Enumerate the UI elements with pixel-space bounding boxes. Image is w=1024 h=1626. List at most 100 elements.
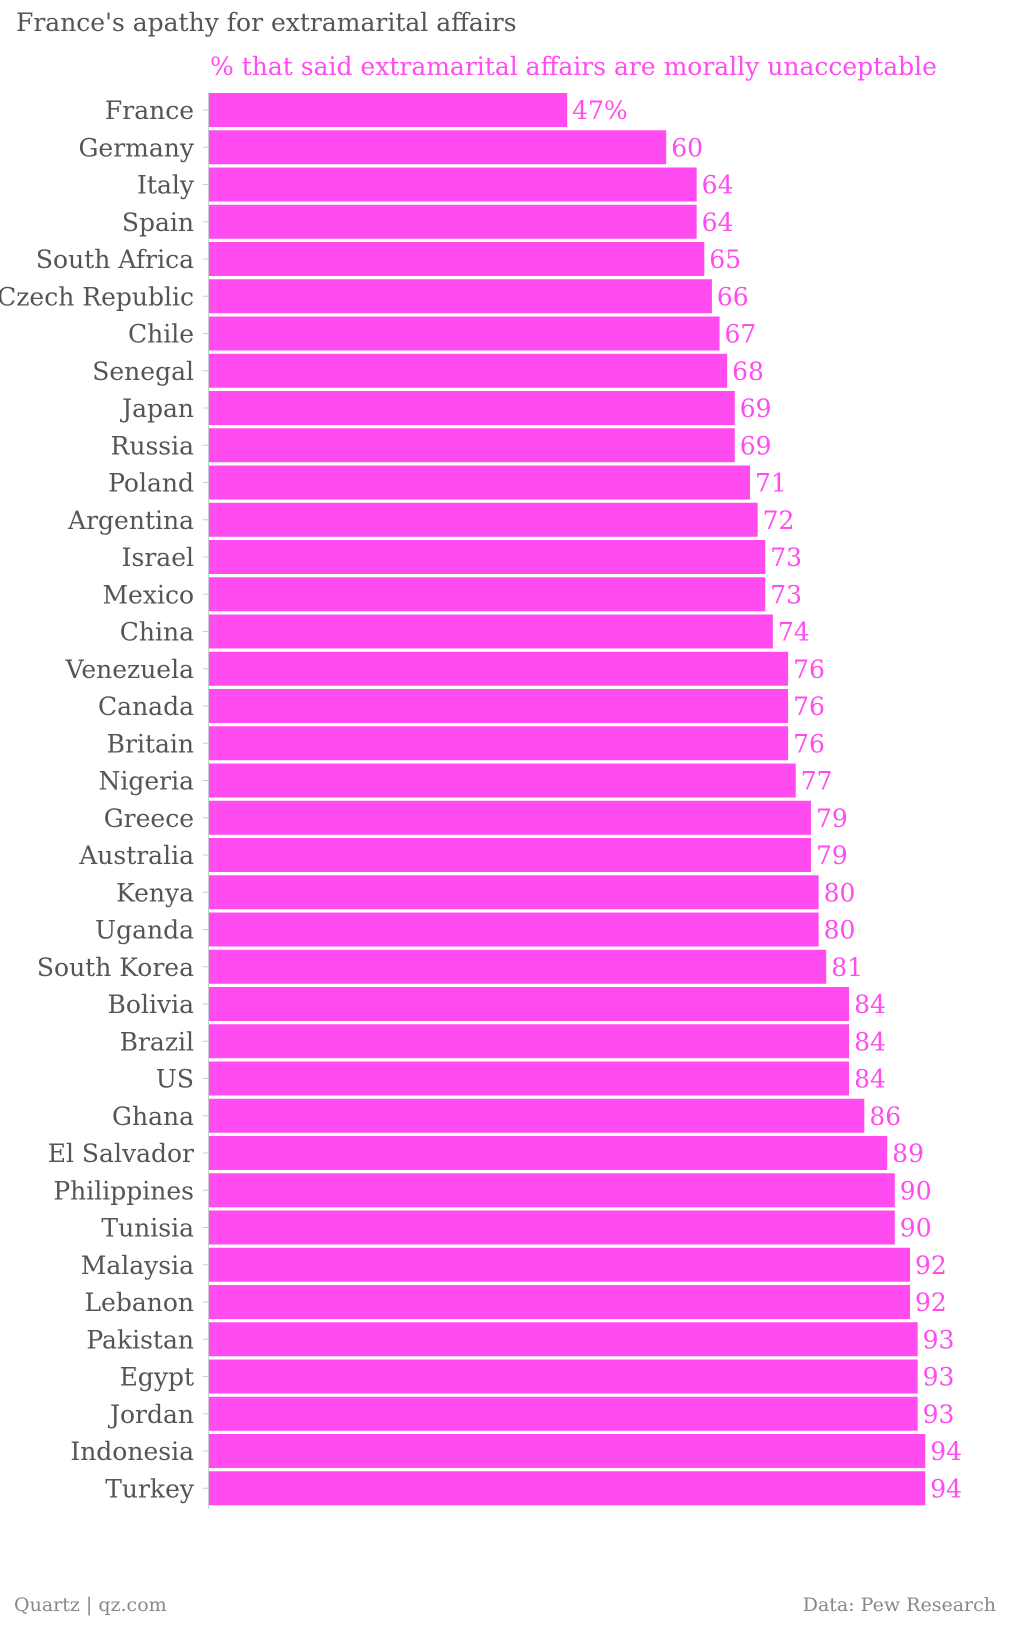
category-label: Turkey xyxy=(105,1474,195,1503)
category-label: El Salvador xyxy=(48,1139,194,1168)
value-label: 80 xyxy=(824,878,856,907)
value-label: 94 xyxy=(930,1474,962,1503)
category-label: Jordan xyxy=(107,1400,194,1429)
bar xyxy=(209,949,827,984)
bar xyxy=(209,1024,850,1059)
value-label: 86 xyxy=(869,1102,901,1131)
category-label: Tunisia xyxy=(101,1214,194,1243)
bar xyxy=(209,353,728,388)
category-label: Kenya xyxy=(116,878,194,907)
category-label: Britain xyxy=(107,729,194,758)
bar xyxy=(209,93,568,127)
category-label: Bolivia xyxy=(108,990,195,1019)
category-label: Malaysia xyxy=(81,1251,194,1280)
category-label: Pakistan xyxy=(86,1325,194,1354)
category-label: Spain xyxy=(122,208,194,237)
bar xyxy=(209,167,697,202)
bar xyxy=(209,1285,911,1319)
category-label: Canada xyxy=(98,692,194,721)
value-label: 93 xyxy=(923,1363,955,1392)
category-label: Philippines xyxy=(53,1176,194,1205)
bar xyxy=(209,614,773,649)
bar xyxy=(209,391,735,425)
bar xyxy=(209,465,751,500)
category-label: Japan xyxy=(119,394,194,423)
value-label: 65 xyxy=(709,245,741,274)
value-label: 69 xyxy=(740,394,772,423)
value-label: 73 xyxy=(770,543,802,572)
bar xyxy=(209,912,819,947)
bar xyxy=(209,1210,895,1245)
bar xyxy=(209,763,796,798)
value-label: 64 xyxy=(702,171,734,200)
value-label: 67 xyxy=(725,320,757,349)
bar xyxy=(209,242,705,276)
value-label: 90 xyxy=(900,1214,932,1243)
value-label: 92 xyxy=(915,1288,947,1317)
value-label: 76 xyxy=(793,692,825,721)
category-label: Senegal xyxy=(92,357,194,386)
bar xyxy=(209,1098,865,1133)
value-label: 92 xyxy=(915,1251,947,1280)
bar xyxy=(209,316,720,351)
bar xyxy=(209,800,811,835)
value-label: 60 xyxy=(671,133,703,162)
bar xyxy=(209,540,766,574)
value-label: 84 xyxy=(854,990,886,1019)
bar xyxy=(209,1471,926,1506)
value-label: 90 xyxy=(900,1176,932,1205)
bar xyxy=(209,1173,895,1208)
bar xyxy=(209,130,667,165)
category-label: Argentina xyxy=(67,506,194,535)
category-label: Greece xyxy=(104,804,194,833)
bar xyxy=(209,1396,918,1431)
value-label: 80 xyxy=(824,916,856,945)
value-label: 93 xyxy=(923,1400,955,1429)
category-label: France xyxy=(105,96,194,125)
value-label: 94 xyxy=(930,1437,962,1466)
bar xyxy=(209,1247,911,1282)
category-label: China xyxy=(120,618,194,647)
category-label: Indonesia xyxy=(70,1437,194,1466)
category-label: Poland xyxy=(108,469,194,498)
bar xyxy=(209,1434,926,1468)
category-label: Australia xyxy=(78,841,194,870)
value-label: 79 xyxy=(816,841,848,870)
bar xyxy=(209,502,758,537)
value-label: 68 xyxy=(732,357,764,386)
category-label: Germany xyxy=(78,133,194,162)
category-label: Russia xyxy=(111,431,195,460)
value-label: 76 xyxy=(793,729,825,758)
category-label: Ghana xyxy=(112,1102,194,1131)
bar xyxy=(209,987,850,1021)
value-label: 77 xyxy=(801,767,833,796)
footer-credit-right: Data: Pew Research xyxy=(802,1594,996,1616)
bar xyxy=(209,689,789,723)
series-legend-label: % that said extramarital affairs are mor… xyxy=(210,52,937,81)
category-label: US xyxy=(156,1065,194,1094)
value-label: 47% xyxy=(572,96,628,125)
chart-title: France's apathy for extramarital affairs xyxy=(16,8,517,37)
bar xyxy=(209,279,712,314)
value-label: 74 xyxy=(778,618,810,647)
bar xyxy=(209,651,789,686)
bar xyxy=(209,204,697,239)
category-label: Italy xyxy=(137,171,195,200)
bar xyxy=(209,838,811,872)
category-label: Egypt xyxy=(120,1363,194,1392)
category-label: Mexico xyxy=(102,580,194,609)
value-label: 76 xyxy=(793,655,825,684)
bar xyxy=(209,1359,918,1394)
value-label: 64 xyxy=(702,208,734,237)
value-label: 93 xyxy=(923,1325,955,1354)
value-label: 71 xyxy=(755,469,787,498)
category-label: South Africa xyxy=(36,245,194,274)
category-label: Nigeria xyxy=(98,767,194,796)
category-label: Lebanon xyxy=(84,1288,194,1317)
value-label: 73 xyxy=(770,580,802,609)
category-label: Israel xyxy=(122,543,194,572)
bar xyxy=(209,1061,850,1096)
bar xyxy=(209,577,766,612)
bar-chart: France 47% Germany 60 Italy 64 Spain 64 South Af… xyxy=(0,93,962,1509)
value-label: 79 xyxy=(816,804,848,833)
